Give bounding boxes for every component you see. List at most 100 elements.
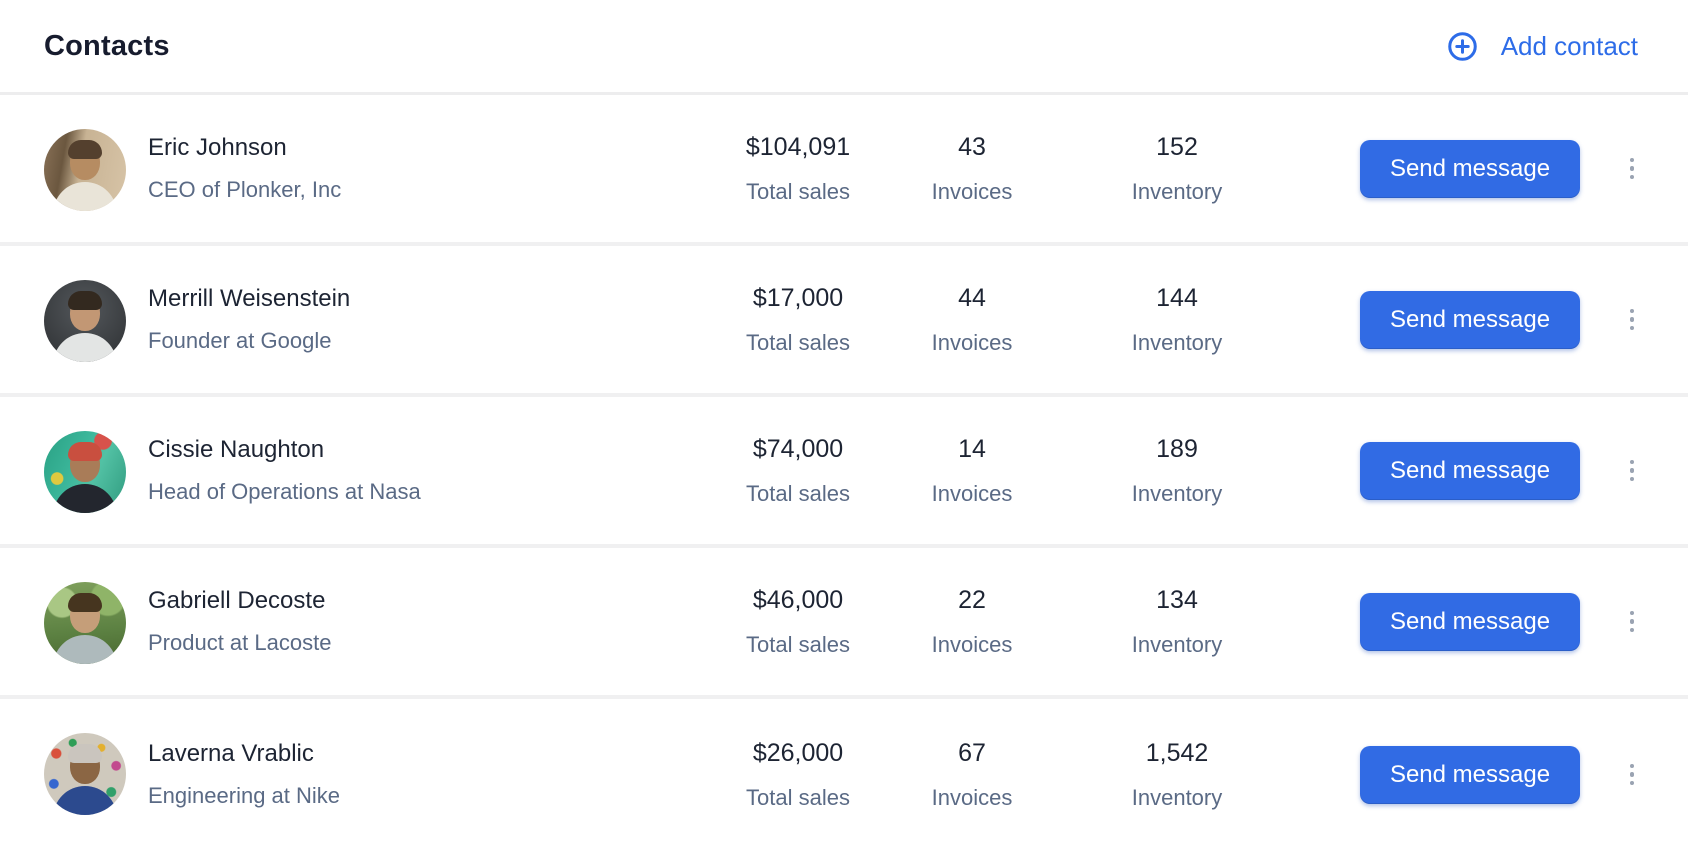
total-sales-stat: $17,000 Total sales: [718, 246, 878, 393]
invoices-value: 14: [958, 434, 986, 463]
contact-list: Eric Johnson CEO of Plonker, Inc $104,09…: [0, 95, 1688, 850]
inventory-stat: 189 Inventory: [1097, 397, 1257, 544]
inventory-value: 189: [1156, 434, 1198, 463]
send-message-button[interactable]: Send message: [1360, 290, 1580, 349]
avatar-graphic: [53, 182, 117, 211]
total-sales-label: Total sales: [746, 784, 850, 810]
more-vertical-icon: [1629, 157, 1635, 180]
page-header: Contacts Add contact: [0, 0, 1688, 95]
contact-row: Eric Johnson CEO of Plonker, Inc $104,09…: [0, 95, 1688, 246]
invoices-stat: 43 Invoices: [912, 95, 1032, 242]
total-sales-label: Total sales: [746, 480, 850, 506]
invoices-stat: 67 Invoices: [912, 699, 1032, 850]
contact-title: CEO of Plonker, Inc: [148, 177, 342, 202]
invoices-value: 44: [958, 283, 986, 312]
inventory-label: Inventory: [1131, 178, 1223, 204]
invoices-label: Invoices: [931, 631, 1013, 657]
avatar: [44, 280, 126, 362]
inventory-label: Inventory: [1131, 329, 1223, 355]
more-options-button[interactable]: [1612, 447, 1652, 495]
inventory-value: 1,542: [1145, 738, 1209, 767]
contact-title: Founder at Google: [148, 328, 332, 353]
more-options-button[interactable]: [1612, 145, 1652, 193]
inventory-stat: 1,542 Inventory: [1097, 699, 1257, 850]
contact-name: Gabriell Decoste: [148, 587, 326, 614]
inventory-stat: 144 Inventory: [1097, 246, 1257, 393]
invoices-stat: 44 Invoices: [912, 246, 1032, 393]
contact-title: Head of Operations at Nasa: [148, 479, 421, 504]
avatar-graphic: [68, 744, 102, 763]
add-contact-label: Add contact: [1500, 30, 1638, 61]
contact-name: Laverna Vrablic: [148, 740, 314, 767]
total-sales-stat: $104,091 Total sales: [718, 95, 878, 242]
invoices-label: Invoices: [931, 480, 1013, 506]
inventory-value: 144: [1156, 283, 1198, 312]
contact-title: Product at Lacoste: [148, 630, 332, 655]
page-title: Contacts: [44, 29, 170, 62]
inventory-value: 134: [1156, 585, 1198, 614]
more-vertical-icon: [1629, 610, 1635, 633]
inventory-label: Inventory: [1131, 784, 1223, 810]
avatar-graphic: [68, 442, 102, 461]
avatar-graphic: [68, 291, 102, 310]
total-sales-value: $46,000: [752, 585, 844, 614]
contact-title: Engineering at Nike: [148, 783, 341, 808]
more-vertical-icon: [1629, 459, 1635, 482]
total-sales-value: $74,000: [752, 434, 844, 463]
more-options-button[interactable]: [1612, 296, 1652, 344]
invoices-label: Invoices: [931, 784, 1013, 810]
total-sales-label: Total sales: [746, 178, 850, 204]
avatar: [44, 129, 126, 211]
invoices-label: Invoices: [931, 329, 1013, 355]
total-sales-value: $104,091: [745, 132, 851, 161]
total-sales-value: $26,000: [752, 738, 844, 767]
more-vertical-icon: [1629, 308, 1635, 331]
contact-name: Eric Johnson: [148, 134, 287, 161]
contact-name: Cissie Naughton: [148, 436, 325, 463]
contact-name: Merrill Weisenstein: [148, 285, 351, 312]
contact-row: Cissie Naughton Head of Operations at Na…: [0, 397, 1688, 548]
contact-identity: Gabriell Decoste Product at Lacoste: [148, 548, 331, 695]
invoices-stat: 14 Invoices: [912, 397, 1032, 544]
inventory-stat: 134 Inventory: [1097, 548, 1257, 695]
send-message-button[interactable]: Send message: [1360, 139, 1580, 198]
avatar: [44, 733, 126, 815]
total-sales-label: Total sales: [746, 329, 850, 355]
total-sales-stat: $74,000 Total sales: [718, 397, 878, 544]
contact-identity: Eric Johnson CEO of Plonker, Inc: [148, 95, 341, 242]
inventory-label: Inventory: [1131, 480, 1223, 506]
inventory-label: Inventory: [1131, 631, 1223, 657]
avatar: [44, 431, 126, 513]
avatar-graphic: [68, 140, 102, 159]
total-sales-stat: $46,000 Total sales: [718, 548, 878, 695]
avatar-graphic: [68, 593, 102, 612]
contact-identity: Merrill Weisenstein Founder at Google: [148, 246, 350, 393]
send-message-button[interactable]: Send message: [1360, 441, 1580, 500]
send-message-button[interactable]: Send message: [1360, 592, 1580, 651]
add-contact-button[interactable]: Add contact: [1447, 30, 1638, 62]
total-sales-label: Total sales: [746, 631, 850, 657]
contact-row: Gabriell Decoste Product at Lacoste $46,…: [0, 548, 1688, 699]
contact-identity: Laverna Vrablic Engineering at Nike: [148, 699, 340, 850]
avatar-graphic: [53, 484, 117, 513]
avatar-graphic: [53, 333, 117, 362]
inventory-stat: 152 Inventory: [1097, 95, 1257, 242]
contact-identity: Cissie Naughton Head of Operations at Na…: [148, 397, 421, 544]
avatar: [44, 582, 126, 664]
invoices-stat: 22 Invoices: [912, 548, 1032, 695]
total-sales-value: $17,000: [752, 283, 844, 312]
more-vertical-icon: [1629, 763, 1635, 786]
send-message-button[interactable]: Send message: [1360, 745, 1580, 804]
invoices-value: 67: [958, 738, 986, 767]
contact-row: Laverna Vrablic Engineering at Nike $26,…: [0, 699, 1688, 850]
avatar-graphic: [53, 786, 117, 815]
more-options-button[interactable]: [1612, 598, 1652, 646]
invoices-label: Invoices: [931, 178, 1013, 204]
total-sales-stat: $26,000 Total sales: [718, 699, 878, 850]
plus-circle-icon: [1447, 31, 1477, 61]
more-options-button[interactable]: [1612, 751, 1652, 799]
avatar-graphic: [53, 635, 117, 664]
invoices-value: 43: [958, 132, 986, 161]
contact-row: Merrill Weisenstein Founder at Google $1…: [0, 246, 1688, 397]
invoices-value: 22: [958, 585, 986, 614]
